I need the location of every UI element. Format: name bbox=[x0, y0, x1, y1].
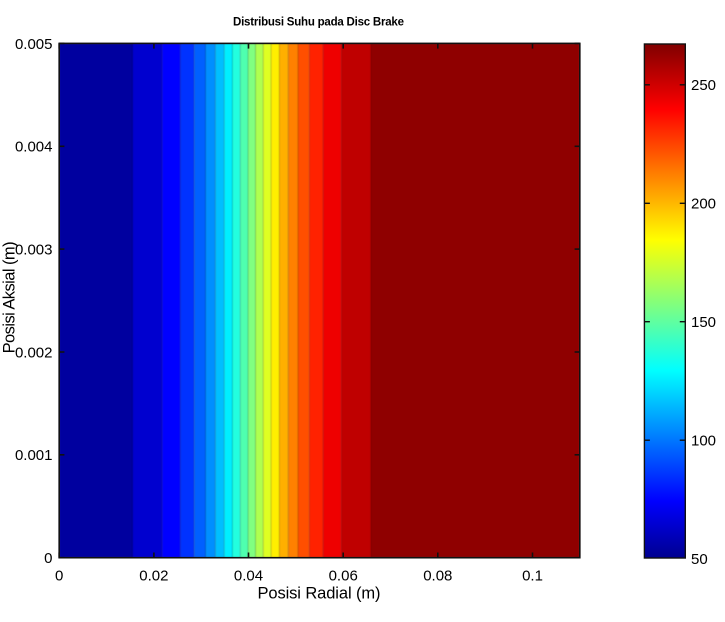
svg-text:0.002: 0.002 bbox=[15, 344, 53, 361]
svg-text:Distribusi Suhu pada Disc Brak: Distribusi Suhu pada Disc Brake bbox=[233, 17, 404, 29]
svg-text:0.04: 0.04 bbox=[234, 568, 263, 585]
svg-text:Posisi Radial (m): Posisi Radial (m) bbox=[258, 584, 381, 602]
svg-text:Posisi Aksial (m): Posisi Aksial (m) bbox=[0, 241, 18, 353]
svg-text:0.004: 0.004 bbox=[15, 139, 53, 156]
svg-text:0.08: 0.08 bbox=[423, 568, 452, 585]
svg-text:200: 200 bbox=[691, 196, 716, 213]
svg-text:50: 50 bbox=[691, 551, 708, 568]
svg-text:150: 150 bbox=[691, 314, 716, 331]
svg-text:0: 0 bbox=[55, 568, 63, 585]
svg-text:0.02: 0.02 bbox=[139, 568, 168, 585]
svg-text:0.005: 0.005 bbox=[15, 36, 53, 53]
svg-text:0.003: 0.003 bbox=[15, 242, 53, 259]
svg-text:0: 0 bbox=[44, 550, 52, 567]
svg-text:100: 100 bbox=[691, 433, 716, 450]
svg-text:250: 250 bbox=[691, 77, 716, 94]
svg-text:0.1: 0.1 bbox=[522, 568, 543, 585]
svg-text:0.06: 0.06 bbox=[329, 568, 358, 585]
svg-text:0.001: 0.001 bbox=[15, 447, 53, 464]
